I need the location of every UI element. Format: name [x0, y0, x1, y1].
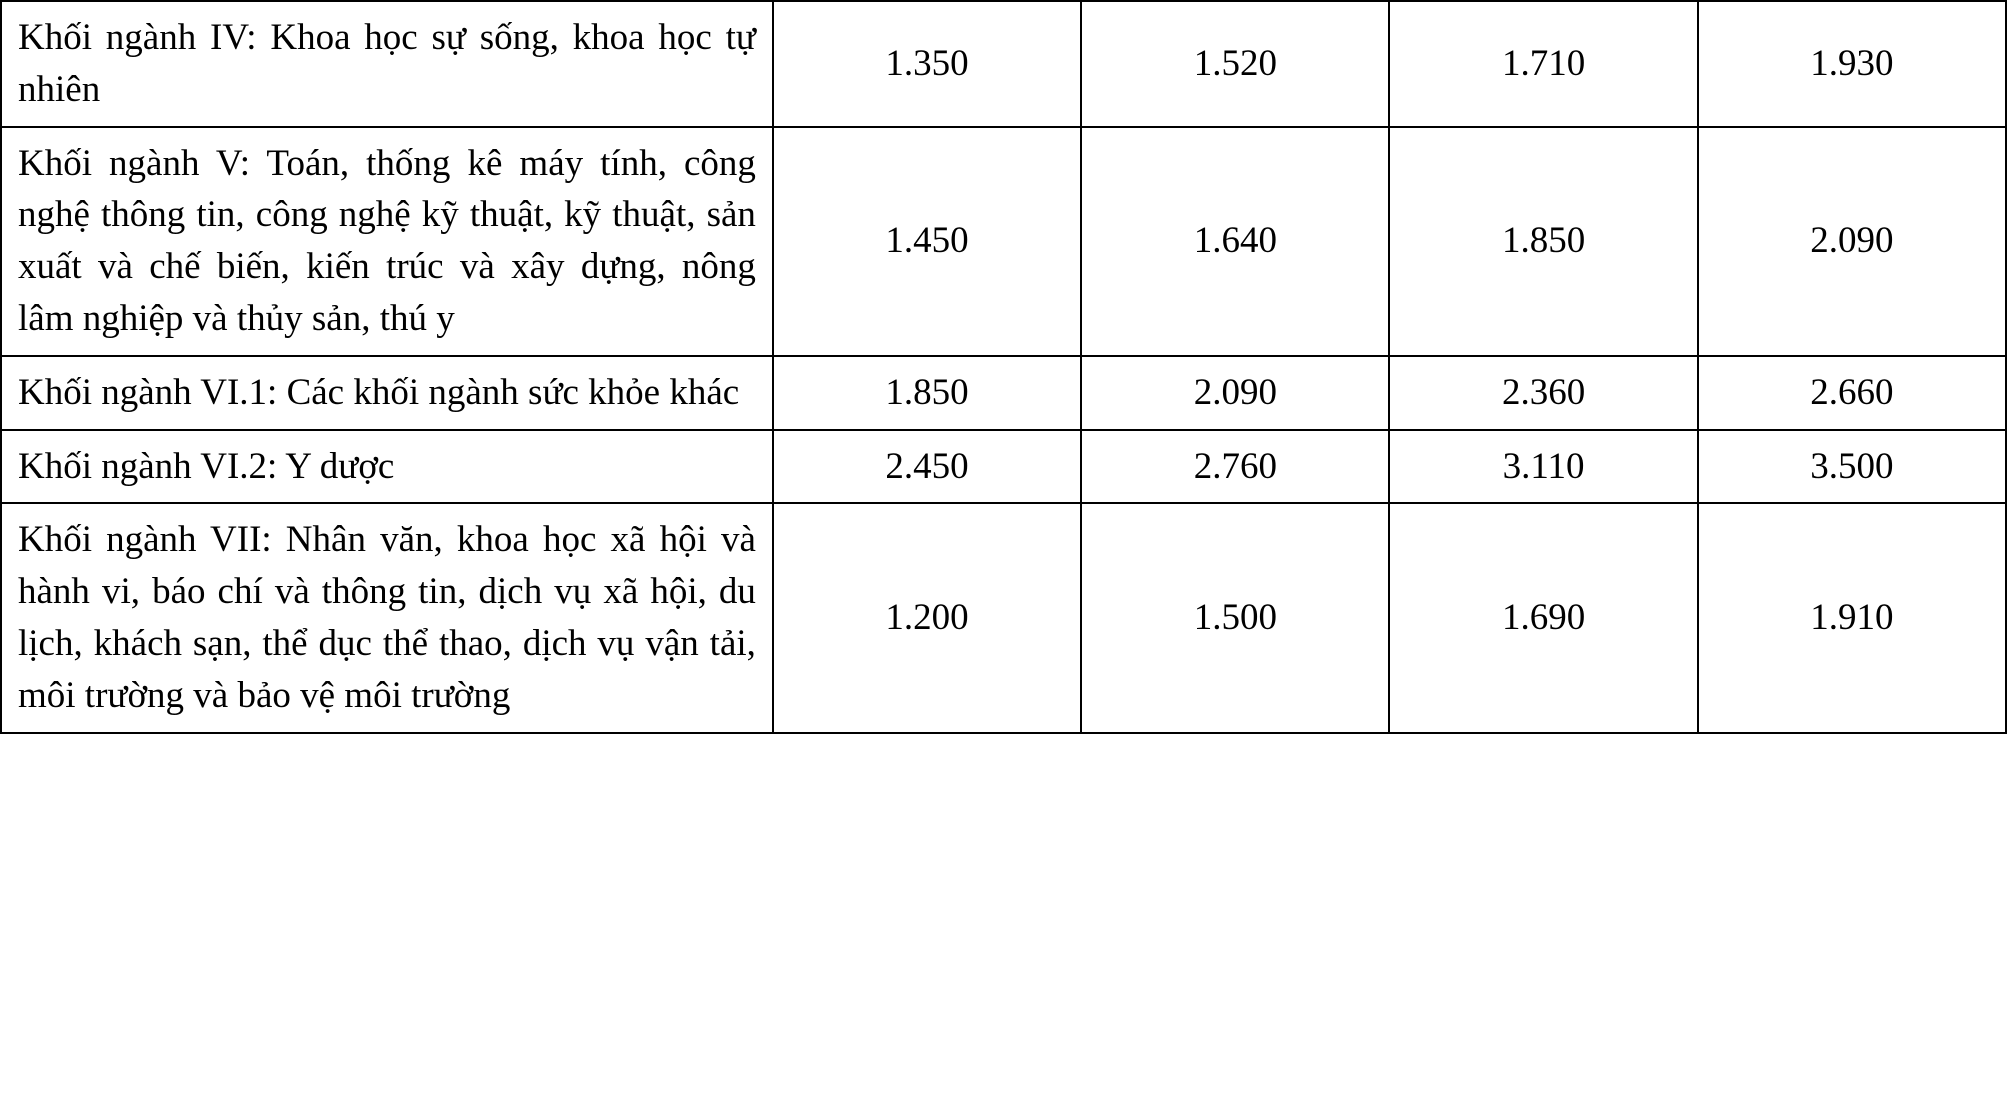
cell-value: 1.710: [1389, 1, 1697, 127]
cell-value: 2.090: [1698, 127, 2006, 356]
cell-value: 2.760: [1081, 430, 1389, 504]
cell-value: 3.110: [1389, 430, 1697, 504]
cell-value: 1.200: [773, 503, 1081, 732]
table-row: Khối ngành VII: Nhân văn, khoa học xã hộ…: [1, 503, 2006, 732]
cell-value: 1.520: [1081, 1, 1389, 127]
cell-value: 1.910: [1698, 503, 2006, 732]
cell-value: 1.850: [1389, 127, 1697, 356]
cell-value: 2.660: [1698, 356, 2006, 430]
cell-value: 1.930: [1698, 1, 2006, 127]
cell-value: 1.500: [1081, 503, 1389, 732]
cell-value: 2.450: [773, 430, 1081, 504]
table-body: Khối ngành IV: Khoa học sự sống, khoa họ…: [1, 1, 2006, 733]
table-row: Khối ngành VI.2: Y dược 2.450 2.760 3.11…: [1, 430, 2006, 504]
table-row: Khối ngành IV: Khoa học sự sống, khoa họ…: [1, 1, 2006, 127]
cell-value: 1.690: [1389, 503, 1697, 732]
cell-value: 1.640: [1081, 127, 1389, 356]
cell-value: 1.850: [773, 356, 1081, 430]
cell-value: 2.090: [1081, 356, 1389, 430]
row-label: Khối ngành IV: Khoa học sự sống, khoa họ…: [1, 1, 773, 127]
table-row: Khối ngành V: Toán, thống kê máy tính, c…: [1, 127, 2006, 356]
row-label: Khối ngành VII: Nhân văn, khoa học xã hộ…: [1, 503, 773, 732]
tuition-table: Khối ngành IV: Khoa học sự sống, khoa họ…: [0, 0, 2007, 734]
table-row: Khối ngành VI.1: Các khối ngành sức khỏe…: [1, 356, 2006, 430]
cell-value: 1.450: [773, 127, 1081, 356]
cell-value: 2.360: [1389, 356, 1697, 430]
row-label: Khối ngành V: Toán, thống kê máy tính, c…: [1, 127, 773, 356]
row-label: Khối ngành VI.1: Các khối ngành sức khỏe…: [1, 356, 773, 430]
cell-value: 3.500: [1698, 430, 2006, 504]
cell-value: 1.350: [773, 1, 1081, 127]
row-label: Khối ngành VI.2: Y dược: [1, 430, 773, 504]
